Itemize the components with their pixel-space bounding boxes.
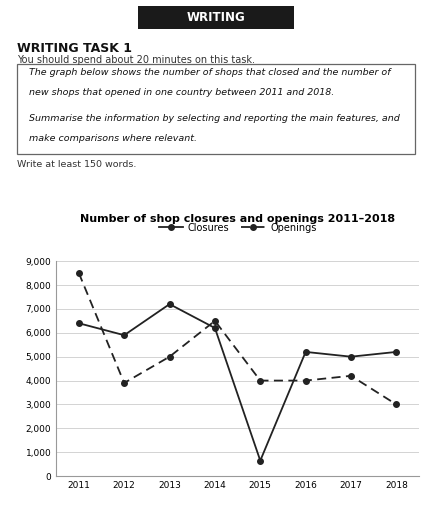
Text: You should spend about 20 minutes on this task.: You should spend about 20 minutes on thi… bbox=[17, 55, 255, 65]
Text: new shops that opened in one country between 2011 and 2018.: new shops that opened in one country bet… bbox=[29, 88, 334, 97]
Title: Number of shop closures and openings 2011–2018: Number of shop closures and openings 201… bbox=[80, 214, 395, 224]
Text: The graph below shows the number of shops that closed and the number of: The graph below shows the number of shop… bbox=[29, 69, 391, 77]
FancyBboxPatch shape bbox=[17, 64, 415, 154]
Text: Summarise the information by selecting and reporting the main features, and: Summarise the information by selecting a… bbox=[29, 114, 400, 123]
Legend: Closures, Openings: Closures, Openings bbox=[155, 219, 321, 237]
Text: make comparisons where relevant.: make comparisons where relevant. bbox=[29, 134, 197, 143]
Text: WRITING: WRITING bbox=[187, 11, 245, 24]
Text: Write at least 150 words.: Write at least 150 words. bbox=[17, 160, 137, 169]
Text: WRITING TASK 1: WRITING TASK 1 bbox=[17, 42, 132, 55]
